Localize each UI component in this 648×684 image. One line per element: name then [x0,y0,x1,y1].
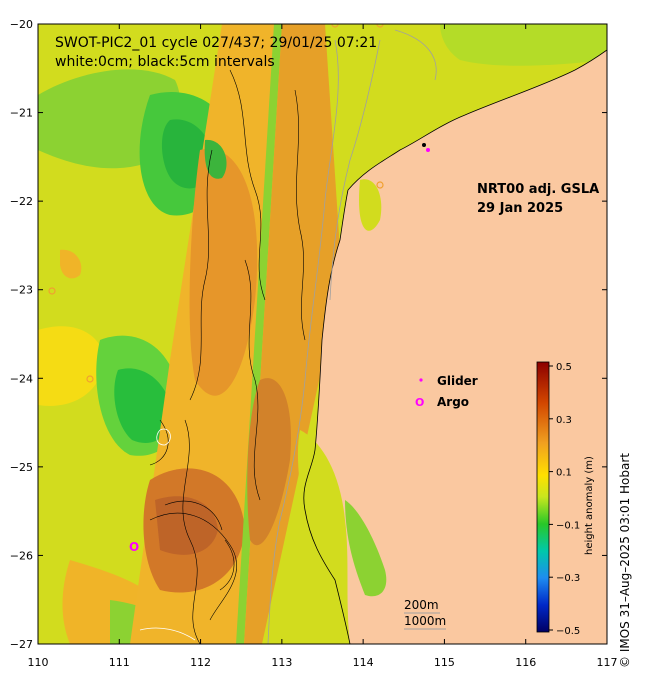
depth-label-200m: 200m [404,598,439,612]
ocean-anomaly-low [440,24,607,66]
isobath-1000m [267,39,339,644]
argo-legend-icon: O [415,396,424,409]
ocean-anomaly-high [38,326,105,406]
swath-anomaly [204,139,227,179]
colorbar-tick-label: −0.1 [556,520,580,531]
colorbar-tick-label: 0.5 [556,362,572,373]
map-plot-area [38,24,607,644]
glider-track [422,143,426,147]
y-tick-label: −23 [10,284,33,297]
colorbar-tick-label: 0.1 [556,468,572,479]
glider-legend-icon [419,378,423,382]
y-tick-label: −24 [10,372,33,385]
platform-legend: Glider O Argo [415,374,478,409]
swath-anomaly [247,378,291,546]
map-frame [37,23,608,645]
y-tick-label: −21 [10,107,33,120]
argo-marker [376,181,384,189]
y-tick-label: −26 [10,549,33,562]
product-date: 29 Jan 2025 [477,201,563,216]
argo-platform-marker: O [129,540,139,554]
x-tick-label: 110 [28,656,49,669]
x-tick-label: 115 [434,656,455,669]
argo-marker [331,24,339,28]
colorbar-title: height anomaly (m) [584,456,595,555]
map-title-line2: white:0cm; black:5cm intervals [55,54,275,70]
y-tick-label: −25 [10,461,33,474]
contour-lines [149,69,306,644]
bay-anomaly [345,500,387,597]
x-tick-label: 112 [190,656,211,669]
colorbar-gradient [536,361,550,633]
argo-marker [48,287,56,295]
ocean-anomaly-low [114,368,172,443]
x-tick-label: 114 [353,656,374,669]
isobath-200m [329,39,381,301]
peninsula-water [359,179,382,231]
y-tick-label: −20 [10,18,33,31]
x-tick-label: 113 [271,656,292,669]
y-tick-label: −27 [10,638,33,651]
colorbar-tick-label: −0.5 [556,626,580,637]
x-tick-label: 117 [597,656,618,669]
map-title-line1: SWOT-PIC2_01 cycle 027/437; 29/01/25 07:… [55,35,377,51]
glider-track [426,148,430,152]
glider-legend-label: Glider [437,374,478,388]
coastline-west [303,189,351,644]
y-axis: −20 −21 −22 −23 −24 −25 −26 −27 [10,18,607,651]
swath-anomaly [189,148,258,396]
x-tick-label: 111 [109,656,130,669]
colorbar-tick-label: 0.3 [556,415,572,426]
coastal-shelf [297,430,350,644]
colorbar-tick-label: −0.3 [556,573,580,584]
depth-label-1000m: 1000m [404,614,446,628]
product-name: NRT00 adj. GSLA [477,182,599,197]
colorbar: 0.5 0.3 0.1 −0.1 −0.3 −0.5 height anomaly (m) [536,361,595,637]
isobath-200m-north [394,29,437,81]
x-axis: 110 111 112 113 114 115 116 117 [28,24,618,669]
y-tick-label: −22 [10,195,33,208]
zero-contours [139,428,196,641]
swath-anomaly [155,496,218,555]
coastline-north [347,49,607,191]
ocean-anomaly-high [60,249,82,279]
argo-marker [376,24,384,28]
imos-credit: © IMOS 31–Aug–2025 03:01 Hobart [618,452,632,668]
x-tick-label: 116 [515,656,536,669]
argo-marker [86,375,94,383]
argo-legend-label: Argo [437,395,469,409]
